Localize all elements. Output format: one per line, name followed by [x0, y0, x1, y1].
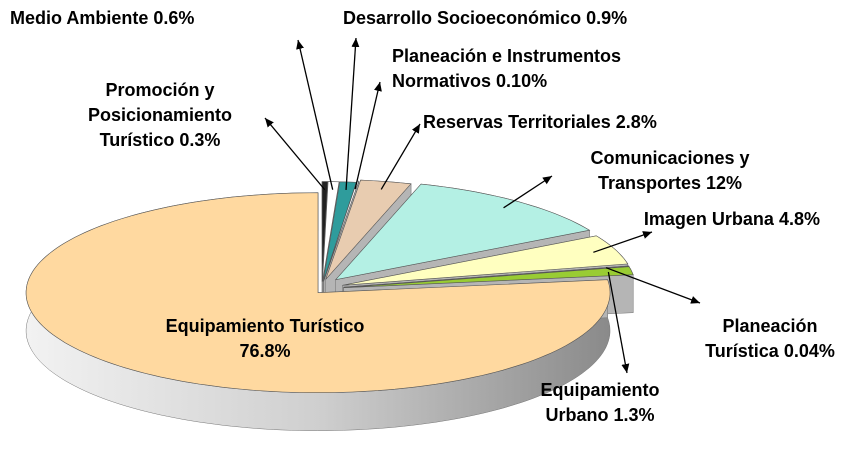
- pie-slice: [343, 265, 630, 288]
- value-label: 0.04%: [783, 341, 835, 361]
- category-label: Desarrollo Socioeconómico: [343, 8, 582, 28]
- category-label: Equipamiento Urbano: [540, 380, 660, 425]
- slice-label: Comunicaciones y Transportes 12%: [550, 146, 790, 196]
- value-label: 12%: [706, 173, 743, 193]
- slice-label: Planeación e Instrumentos Normativos 0.1…: [392, 44, 662, 94]
- category-label: Medio Ambiente: [10, 8, 149, 28]
- slice-label: Medio Ambiente 0.6%: [10, 6, 270, 31]
- leader-line: [593, 231, 653, 253]
- slice-label: Desarrollo Socioeconómico 0.9%: [343, 6, 643, 31]
- leader-line: [380, 123, 421, 190]
- leader-line: [296, 39, 334, 190]
- value-label: 0.3%: [179, 130, 221, 150]
- category-label: Imagen Urbana: [643, 209, 774, 229]
- slice-label: Planeación Turística 0.04%: [690, 314, 850, 364]
- category-label: Equipamiento Turístico: [165, 316, 365, 336]
- category-label: Planeación Turística: [705, 316, 818, 361]
- category-label: Comunicaciones y Transportes: [590, 148, 750, 193]
- slice-label: Imagen Urbana 4.8%: [640, 207, 820, 232]
- value-label: 1.3%: [613, 405, 655, 425]
- value-label: 2.8%: [615, 112, 657, 132]
- value-label: 4.8%: [778, 209, 820, 229]
- value-label: 0.6%: [153, 8, 195, 28]
- slice-label: Equipamiento Turístico 76.8%: [140, 314, 390, 364]
- pie-slice: [343, 266, 634, 288]
- category-label: Reservas Territoriales: [423, 112, 611, 132]
- pie-slice: [323, 180, 360, 281]
- value-label: 0.9%: [586, 8, 628, 28]
- leader-line: [345, 37, 360, 191]
- pie-slice: [321, 181, 329, 282]
- value-label: 0.10%: [496, 71, 548, 91]
- category-label: Planeación e Instrumentos Normativos: [392, 46, 622, 91]
- leader-line: [264, 117, 326, 191]
- leader-line: [354, 81, 382, 190]
- category-label: Promoción y Posicionamiento Turístico: [87, 80, 233, 150]
- slice-label: Reservas Territoriales 2.8%: [423, 110, 753, 135]
- pie-slice: [334, 183, 591, 281]
- slice-label: Equipamiento Urbano 1.3%: [510, 378, 690, 428]
- pie-slice: [25, 192, 611, 393]
- value-label: 76.8%: [239, 341, 291, 361]
- pie-slice: [322, 181, 340, 282]
- slice-label: Promoción y Posicionamiento Turístico 0.…: [60, 78, 260, 153]
- leader-line: [607, 271, 630, 374]
- leader-line: [605, 267, 701, 304]
- pie-slice: [342, 235, 629, 286]
- leader-line: [503, 175, 553, 209]
